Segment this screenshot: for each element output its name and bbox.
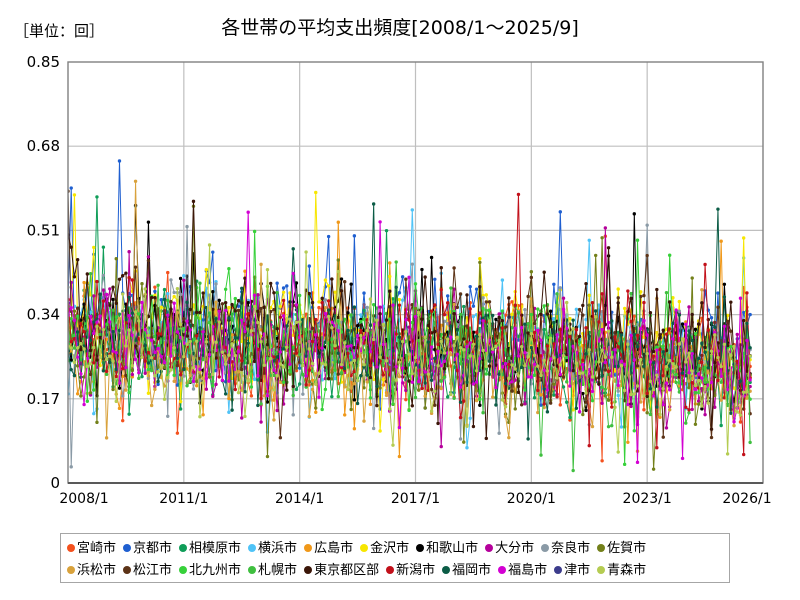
y-axis-labels: 0.85 0.68 0.51 0.34 0.17 0 [27, 53, 60, 492]
legend-item-東京都区部[interactable]: 東京都区部 [304, 564, 379, 577]
legend-marker-icon [179, 566, 188, 574]
legend-label: 大分市 [495, 540, 535, 556]
legend-label: 福島市 [508, 562, 548, 578]
legend-item-横浜市[interactable]: 横浜市 [248, 542, 297, 555]
legend-marker-icon [67, 566, 75, 574]
x-tick-label: 2011/1 [159, 491, 208, 507]
legend-marker-icon [304, 544, 313, 552]
unit-label: ［単位：回］ [14, 22, 105, 40]
legend-marker-icon [123, 544, 132, 552]
legend-label: 福岡市 [452, 562, 492, 578]
legend-item-北九州市[interactable]: 北九州市 [179, 564, 241, 577]
x-tick-label: 2026/1 [722, 491, 771, 507]
legend-marker-icon [442, 566, 451, 574]
legend-marker-icon [67, 544, 75, 552]
legend-label: 浜松市 [77, 562, 117, 578]
legend-item-大分市[interactable]: 大分市 [485, 542, 534, 555]
legend-item-相模原市[interactable]: 相模原市 [179, 542, 241, 555]
legend-row-1: 宮崎市 京都市 相模原市 横浜市 広島市 金沢市 和歌山市 大分市 奈良市 佐賀市 [67, 537, 725, 559]
legend-label: 横浜市 [258, 540, 298, 556]
y-tick-label: 0.17 [27, 390, 60, 408]
legend-label: 相模原市 [189, 540, 242, 556]
legend-label: 奈良市 [551, 540, 591, 556]
legend-item-和歌山市[interactable]: 和歌山市 [416, 542, 478, 555]
legend-marker-icon [123, 566, 132, 574]
x-tick-label: 2014/1 [275, 491, 324, 507]
legend-item-佐賀市[interactable]: 佐賀市 [597, 542, 646, 555]
legend-label: 東京都区部 [314, 562, 380, 578]
grid-lines [68, 62, 763, 483]
legend-item-札幌市[interactable]: 札幌市 [248, 564, 297, 577]
data-series-group [68, 159, 752, 473]
legend-label: 佐賀市 [607, 540, 647, 556]
legend-label: 宮崎市 [77, 540, 117, 556]
legend-marker-icon [485, 544, 494, 552]
legend-label: 北九州市 [189, 562, 242, 578]
legend-item-福岡市[interactable]: 福岡市 [442, 564, 491, 577]
x-axis-labels: 2008/1 2011/1 2014/1 2017/1 2020/1 2023/1 2026… [59, 491, 771, 507]
y-tick-label: 0.68 [27, 137, 60, 155]
legend-item-広島市[interactable]: 広島市 [304, 542, 353, 555]
legend-row-2: 浜松市 松江市 北九州市 札幌市 東京都区部 新潟市 福岡市 福島市 津市 青森市 [67, 559, 725, 581]
legend-label: 金沢市 [370, 540, 410, 556]
x-tick-label: 2020/1 [507, 491, 556, 507]
legend-label: 津市 [564, 562, 591, 578]
legend-item-浜松市[interactable]: 浜松市 [67, 564, 116, 577]
legend-marker-icon [248, 566, 257, 574]
legend-label: 新潟市 [396, 562, 436, 578]
legend-marker-icon [498, 566, 507, 574]
legend-item-宮崎市[interactable]: 宮崎市 [67, 542, 116, 555]
legend-marker-icon [248, 544, 257, 552]
axis-frame [67, 61, 764, 484]
legend-label: 青森市 [607, 562, 647, 578]
legend-label: 広島市 [314, 540, 354, 556]
legend-marker-icon [179, 544, 188, 552]
legend-marker-icon [386, 566, 395, 574]
legend-marker-icon [597, 544, 606, 552]
legend-marker-icon [597, 566, 606, 574]
legend-item-青森市[interactable]: 青森市 [597, 564, 646, 577]
legend-item-金沢市[interactable]: 金沢市 [360, 542, 409, 555]
legend-marker-icon [304, 566, 313, 574]
legend-item-奈良市[interactable]: 奈良市 [541, 542, 590, 555]
legend-marker-icon [416, 544, 425, 552]
chart-title: 各世帯の平均支出頻度[2008/1～2025/9] [221, 17, 579, 39]
y-tick-label: 0.85 [27, 53, 60, 71]
legend-label: 和歌山市 [426, 540, 479, 556]
series-markers-青森市 [68, 243, 752, 456]
legend-item-松江市[interactable]: 松江市 [123, 564, 172, 577]
chart-legend: 宮崎市 京都市 相模原市 横浜市 広島市 金沢市 和歌山市 大分市 奈良市 佐賀市 浜松市 松江市北… [60, 533, 730, 583]
x-tick-label: 2017/1 [391, 491, 440, 507]
legend-item-福島市[interactable]: 福島市 [498, 564, 547, 577]
x-tick-label: 2023/1 [623, 491, 672, 507]
legend-label: 松江市 [133, 562, 173, 578]
y-tick-label: 0 [50, 474, 60, 492]
legend-item-津市[interactable]: 津市 [554, 564, 590, 577]
legend-marker-icon [541, 544, 550, 552]
y-tick-label: 0.34 [27, 306, 60, 324]
legend-item-京都市[interactable]: 京都市 [123, 542, 172, 555]
legend-label: 京都市 [133, 540, 173, 556]
legend-label: 札幌市 [258, 562, 298, 578]
legend-marker-icon [360, 544, 369, 552]
legend-item-新潟市[interactable]: 新潟市 [386, 564, 435, 577]
y-tick-label: 0.51 [27, 221, 60, 239]
x-tick-label: 2008/1 [59, 491, 108, 507]
legend-marker-icon [554, 566, 563, 574]
